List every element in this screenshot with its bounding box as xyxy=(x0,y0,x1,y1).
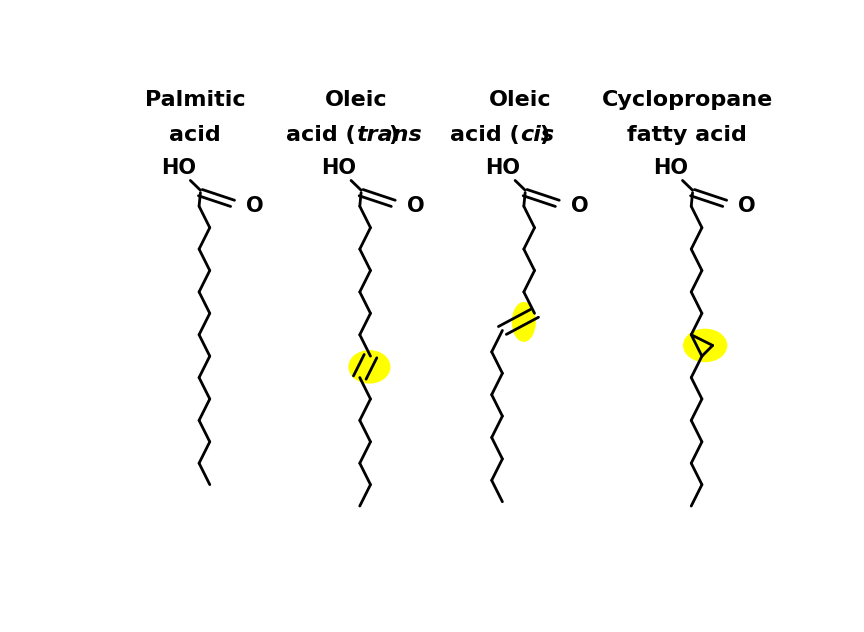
Ellipse shape xyxy=(349,351,390,383)
Text: HO: HO xyxy=(161,158,196,178)
Text: acid (: acid ( xyxy=(286,125,356,145)
Ellipse shape xyxy=(683,329,727,362)
Text: HO: HO xyxy=(486,158,521,178)
Text: Oleic: Oleic xyxy=(488,90,551,111)
Ellipse shape xyxy=(512,303,535,341)
Text: HO: HO xyxy=(653,158,688,178)
Text: HO: HO xyxy=(321,158,357,178)
Text: ): ) xyxy=(539,125,550,145)
Text: acid: acid xyxy=(169,125,221,145)
Text: trans: trans xyxy=(356,125,422,145)
Text: O: O xyxy=(407,196,424,216)
Text: O: O xyxy=(738,196,756,216)
Text: ): ) xyxy=(389,125,398,145)
Text: fatty acid: fatty acid xyxy=(627,125,747,145)
Text: Cyclopropane: Cyclopropane xyxy=(601,90,772,111)
Text: Oleic: Oleic xyxy=(325,90,387,111)
Text: Palmitic: Palmitic xyxy=(145,90,245,111)
Text: cis: cis xyxy=(520,125,554,145)
Text: acid (: acid ( xyxy=(450,125,520,145)
Text: O: O xyxy=(571,196,588,216)
Text: O: O xyxy=(246,196,264,216)
